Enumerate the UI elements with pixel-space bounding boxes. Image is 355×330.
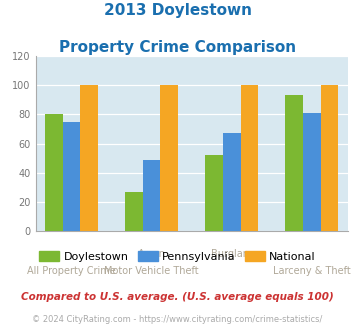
Text: Burglary: Burglary: [211, 249, 252, 259]
Bar: [285, 95, 303, 231]
Bar: [125, 192, 143, 231]
Bar: [223, 133, 241, 231]
Bar: [205, 155, 223, 231]
Bar: [303, 113, 321, 231]
Legend: Doylestown, Pennsylvania, National: Doylestown, Pennsylvania, National: [35, 247, 320, 267]
Bar: [160, 85, 178, 231]
Text: All Property Crime: All Property Crime: [27, 266, 116, 276]
Bar: [143, 160, 160, 231]
Bar: [241, 85, 258, 231]
Bar: [45, 115, 63, 231]
Bar: [321, 85, 338, 231]
Text: 2013 Doylestown: 2013 Doylestown: [104, 3, 251, 18]
Bar: [80, 85, 98, 231]
Text: Compared to U.S. average. (U.S. average equals 100): Compared to U.S. average. (U.S. average …: [21, 292, 334, 302]
Text: Larceny & Theft: Larceny & Theft: [273, 266, 351, 276]
Text: Motor Vehicle Theft: Motor Vehicle Theft: [104, 266, 199, 276]
Text: © 2024 CityRating.com - https://www.cityrating.com/crime-statistics/: © 2024 CityRating.com - https://www.city…: [32, 315, 323, 324]
Bar: [63, 122, 80, 231]
Text: Arson: Arson: [138, 249, 165, 259]
Text: Property Crime Comparison: Property Crime Comparison: [59, 40, 296, 54]
